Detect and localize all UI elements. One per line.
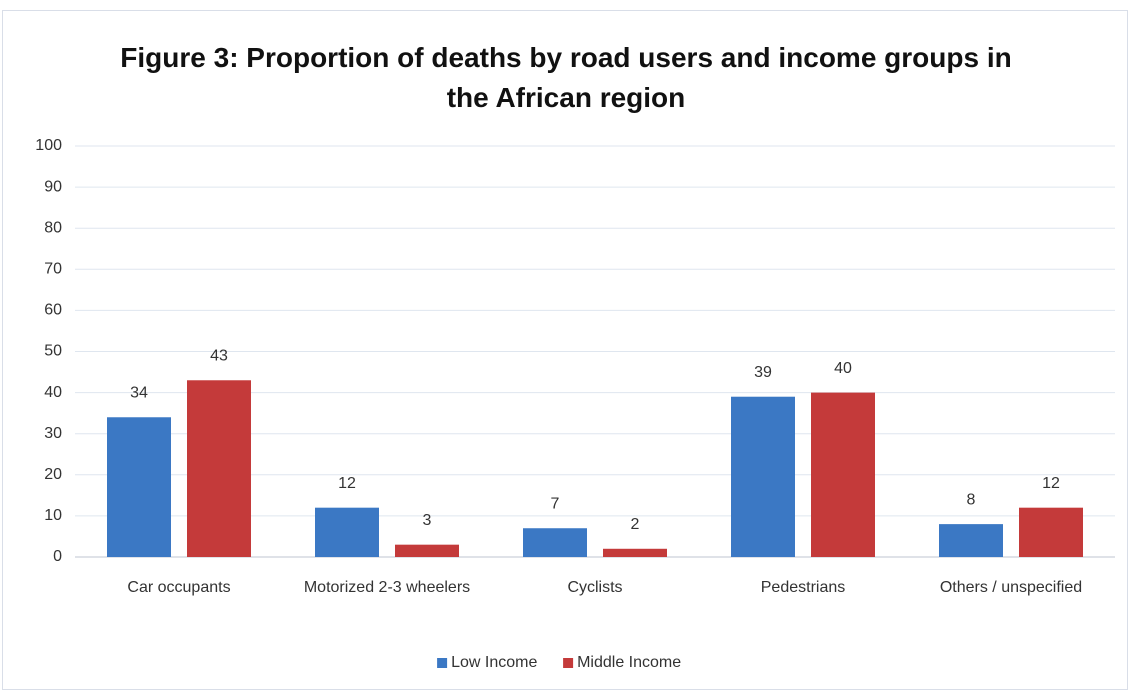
bar	[1019, 507, 1083, 557]
data-label: 2	[631, 516, 640, 533]
data-label: 12	[338, 475, 356, 492]
chart-title: Figure 3: Proportion of deaths by road u…	[120, 42, 1012, 113]
y-tick-label: 60	[44, 302, 62, 319]
bar	[107, 417, 171, 557]
bar	[603, 548, 667, 557]
legend-swatch	[563, 658, 574, 668]
data-label: 39	[754, 364, 772, 381]
x-tick-label: Cyclists	[567, 579, 623, 596]
y-tick-label: 30	[44, 425, 62, 442]
bar	[939, 524, 1003, 557]
data-label: 12	[1042, 475, 1060, 492]
y-tick-label: 90	[44, 178, 62, 195]
y-tick-label: 40	[44, 384, 62, 401]
data-label: 8	[967, 491, 976, 508]
data-label: 7	[551, 495, 560, 512]
data-label: 40	[834, 360, 852, 377]
y-tick-label: 50	[44, 343, 62, 360]
y-tick-label: 100	[35, 137, 62, 154]
bar	[315, 507, 379, 557]
y-tick-label: 20	[44, 466, 62, 483]
legend-swatch	[437, 658, 448, 668]
bar	[523, 528, 587, 557]
chart-frame	[2, 10, 1128, 690]
y-tick-label: 70	[44, 261, 62, 278]
data-label: 34	[130, 384, 148, 401]
bar	[731, 396, 795, 557]
y-tick-label: 0	[53, 548, 62, 565]
data-label: 43	[210, 347, 228, 364]
x-tick-label: Car occupants	[127, 579, 231, 596]
y-tick-label: 10	[44, 507, 62, 524]
x-tick-label: Pedestrians	[760, 579, 846, 596]
legend-label: Middle Income	[577, 654, 681, 671]
x-tick-label: Motorized 2-3 wheelers	[303, 579, 471, 596]
bar	[395, 544, 459, 557]
data-label: 3	[423, 512, 432, 529]
y-tick-label: 80	[44, 219, 62, 236]
bar	[187, 380, 251, 557]
x-tick-label: Others / unspecified	[939, 579, 1083, 596]
legend-label: Low Income	[451, 654, 537, 671]
bar	[811, 392, 875, 557]
